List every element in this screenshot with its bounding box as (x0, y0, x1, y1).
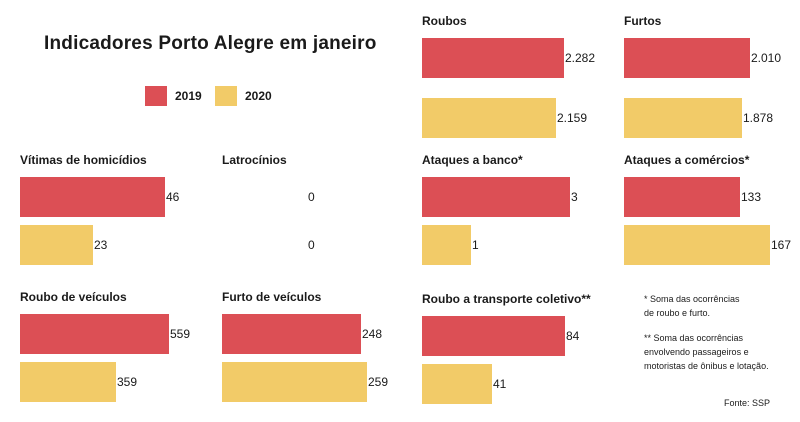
footnote-transporte: ** Soma das ocorrências envolvendo passa… (644, 331, 794, 373)
bar-2019 (422, 316, 565, 356)
footnote-line: de roubo e furto. (644, 308, 711, 318)
bar-2019 (422, 177, 570, 217)
bar-2020 (422, 225, 471, 265)
bar-2020 (422, 364, 492, 404)
data-label-2020: 359 (117, 375, 138, 389)
chart-panel: Vítimas de homicídios 46 23 (20, 153, 200, 283)
legend-item-2020: 2020 (215, 86, 272, 106)
chart-panel: Latrocínios 0 0 (222, 153, 402, 283)
legend-label-2020: 2020 (245, 89, 272, 103)
data-label-2019: 3 (571, 190, 578, 204)
bar-2019 (624, 177, 740, 217)
chart-panel: Furtos 2.010 1.878 (624, 14, 800, 144)
bar-2020 (20, 362, 116, 402)
footnote-line: envolvendo passageiros e (644, 347, 749, 357)
footnote-line: ** Soma das ocorrências (644, 333, 744, 343)
chart-title: Roubo de veículos (20, 290, 127, 304)
bar-2020 (20, 225, 93, 265)
chart-panel: Roubos 2.282 2.159 (422, 14, 602, 144)
footnote-line: motoristas de ônibus e lotação. (644, 361, 769, 371)
data-label-2020: 167 (771, 238, 792, 252)
chart-title: Furto de veículos (222, 290, 322, 304)
bar-2019 (422, 38, 564, 78)
data-label-2019: 2.282 (565, 51, 596, 65)
chart-title: Furtos (624, 14, 662, 28)
bar-2019 (222, 314, 361, 354)
chart-panel: Ataques a banco* 3 1 (422, 153, 602, 283)
chart-panel: Furto de veículos 248 259 (222, 290, 402, 420)
data-label-2020: 23 (94, 238, 108, 252)
footnote-comercios: * Soma das ocorrências de roubo e furto. (644, 292, 794, 320)
source-label: Fonte: SSP (723, 398, 770, 408)
data-label-2019: 46 (166, 190, 180, 204)
data-label-2020: 0 (308, 238, 315, 252)
data-label-2019: 248 (362, 327, 383, 341)
chart-title: Latrocínios (222, 153, 287, 167)
data-label-2020: 1 (472, 238, 479, 252)
chart-panel: Roubo a transporte coletivo** 84 41 (422, 292, 602, 422)
chart-panel: Ataques a comércios* 133 167 (624, 153, 800, 283)
chart-title: Roubos (422, 14, 467, 28)
legend-swatch-2019 (145, 86, 167, 106)
chart-title: Ataques a banco* (422, 153, 523, 167)
bar-2020 (624, 225, 770, 265)
data-label-2019: 2.010 (751, 51, 782, 65)
data-label-2020: 259 (368, 375, 389, 389)
data-label-2019: 133 (741, 190, 762, 204)
bar-2020 (222, 362, 367, 402)
data-label-2020: 2.159 (557, 111, 588, 125)
bar-2020 (624, 98, 742, 138)
data-label-2019: 84 (566, 329, 580, 343)
bar-2020 (422, 98, 556, 138)
chart-title: Ataques a comércios* (624, 153, 750, 167)
data-label-2019: 559 (170, 327, 191, 341)
bar-2019 (20, 177, 165, 217)
data-label-2019: 0 (308, 190, 315, 204)
legend-label-2019: 2019 (175, 89, 202, 103)
data-label-2020: 1.878 (743, 111, 774, 125)
legend-item-2019: 2019 (145, 86, 202, 106)
bar-2019 (624, 38, 750, 78)
page-title: Indicadores Porto Alegre em janeiro (44, 33, 377, 54)
data-label-2020: 41 (493, 377, 507, 391)
bar-2019 (20, 314, 169, 354)
legend-swatch-2020 (215, 86, 237, 106)
footnote-line: * Soma das ocorrências (644, 294, 740, 304)
chart-title: Vítimas de homicídios (20, 153, 147, 167)
chart-title: Roubo a transporte coletivo** (422, 292, 591, 306)
chart-panel: Roubo de veículos 559 359 (20, 290, 200, 420)
